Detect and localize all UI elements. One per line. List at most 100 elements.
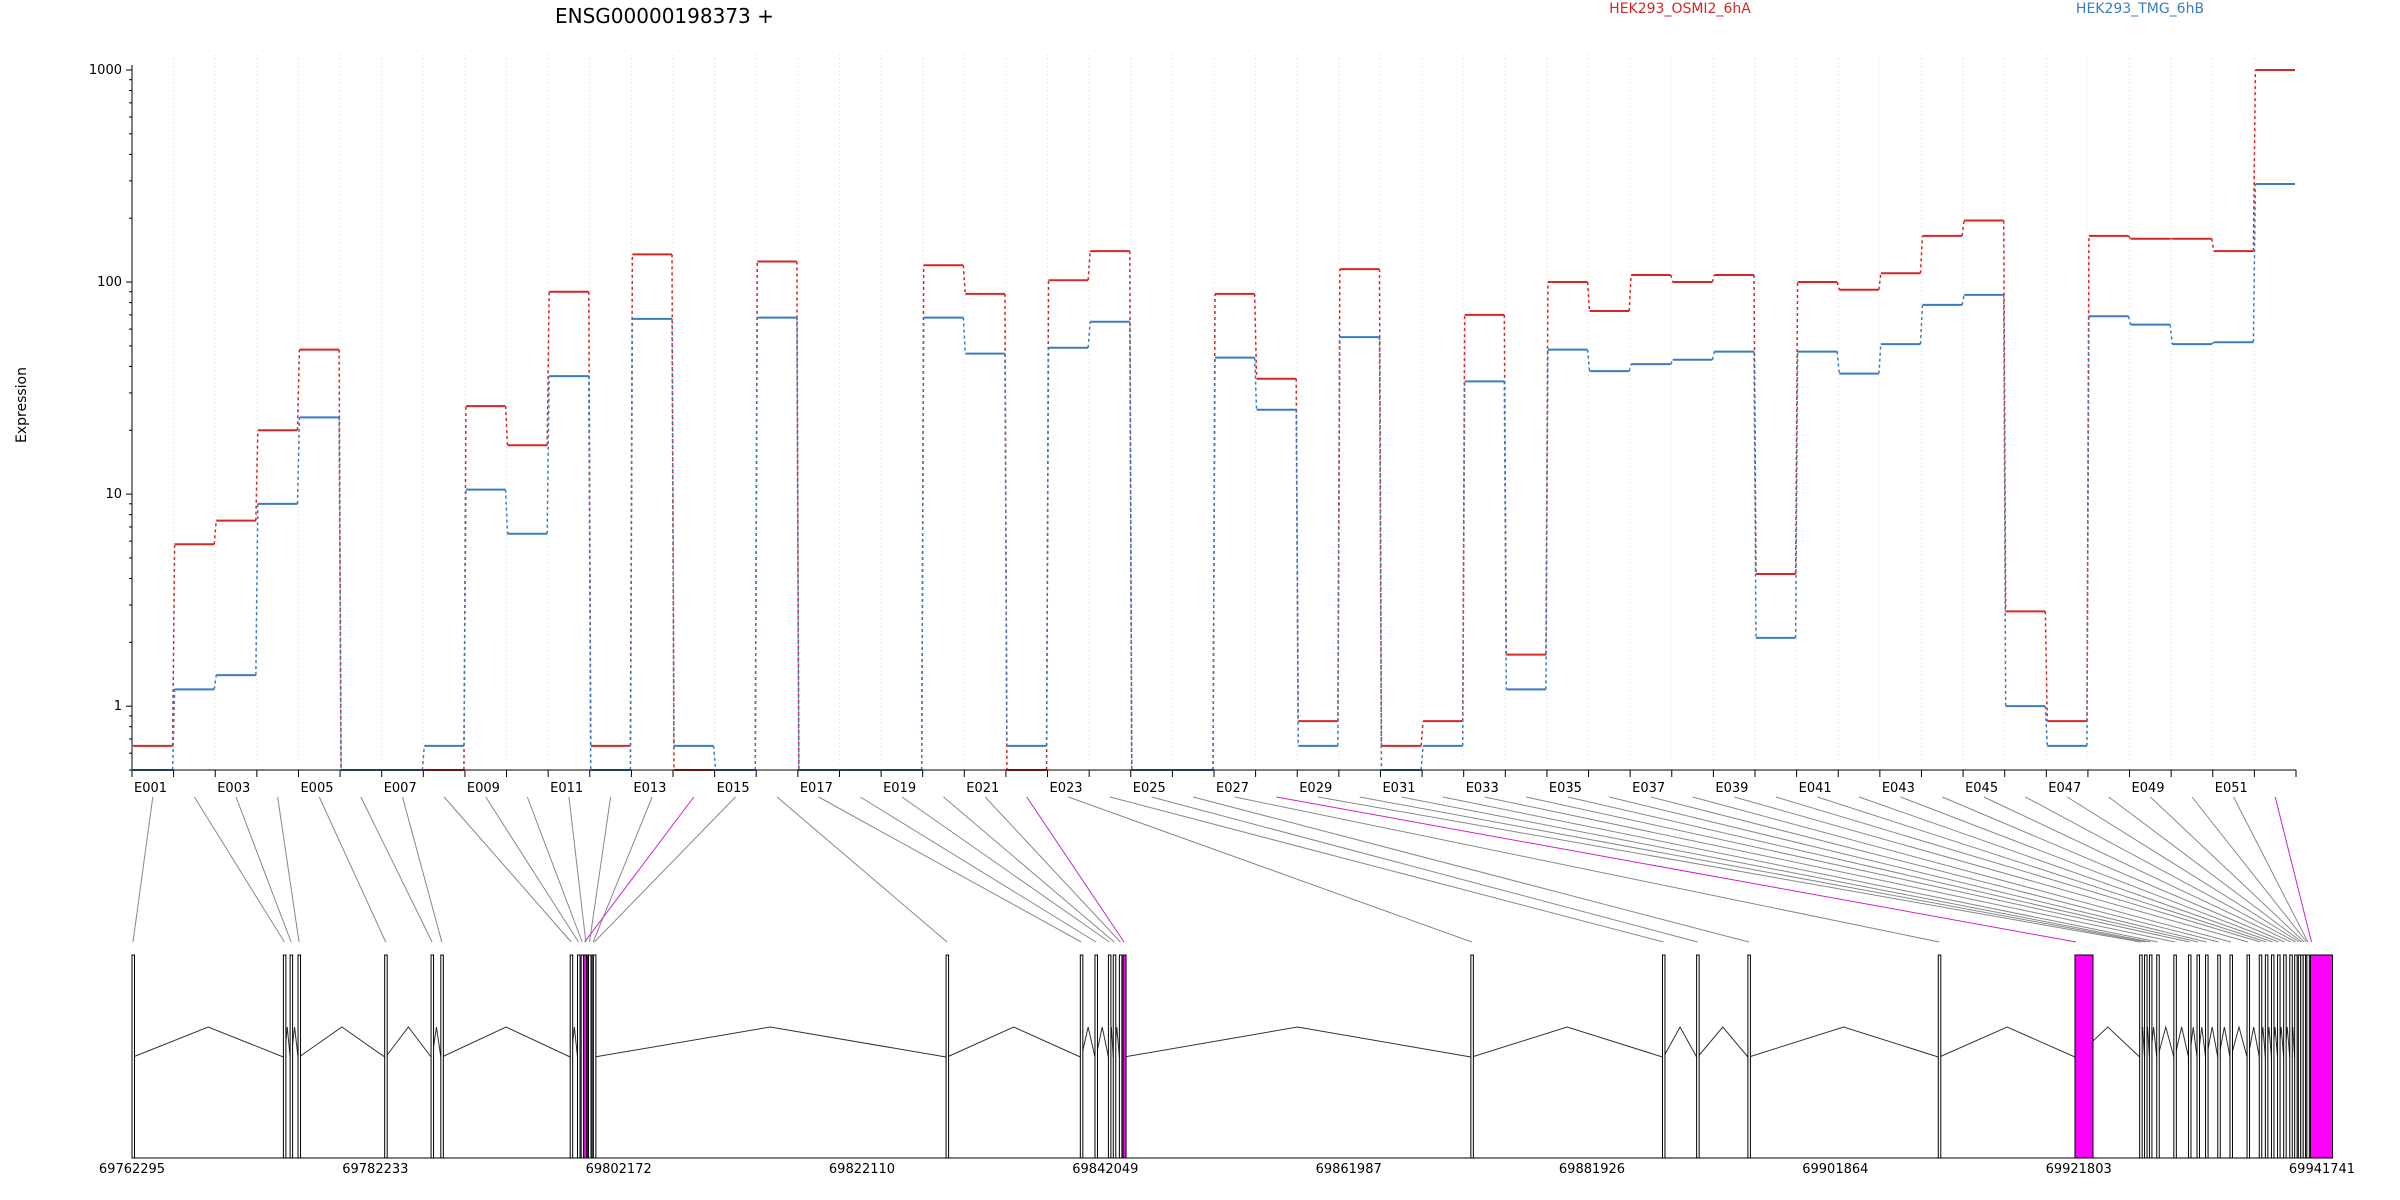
- exon-box: [2139, 954, 2143, 1159]
- genome-coordinate-label: 69822110: [829, 1162, 895, 1177]
- exon-box: [592, 954, 597, 1159]
- series-tmg: [133, 183, 2295, 771]
- series-connector: [1628, 363, 1632, 372]
- intron-line: [132, 1026, 284, 1058]
- series-connector: [296, 417, 301, 504]
- series-connector: [1545, 349, 1549, 690]
- series-connector: [2127, 235, 2132, 240]
- exon-connector: [1401, 796, 2151, 943]
- exon-box: [282, 954, 287, 1159]
- exon-label: E005: [300, 781, 333, 796]
- exon-connector: [2025, 796, 2296, 943]
- exon-connector: [1942, 796, 2285, 943]
- exon-label: E029: [1299, 781, 1332, 796]
- exon-connector: [1442, 796, 2158, 943]
- exon-connector: [2066, 796, 2300, 943]
- series-connector: [1461, 381, 1466, 746]
- series-connector: [171, 689, 176, 771]
- exon-box: [2144, 954, 2148, 1159]
- intron-line: [2157, 1025, 2175, 1058]
- exon-connector: [485, 796, 579, 943]
- exon-connector: [1650, 796, 2219, 943]
- exon-box: [2283, 954, 2287, 1159]
- exon-box: [1122, 954, 1127, 1159]
- exon-box: [583, 954, 588, 1159]
- exon-box: [1094, 954, 1098, 1159]
- exon-connector: [594, 796, 736, 943]
- exon-box: [1118, 954, 1123, 1159]
- exon-connector: [1151, 796, 1698, 943]
- exon-connector: [776, 796, 948, 943]
- exon-box: [2156, 954, 2160, 1159]
- intron-line: [1697, 1026, 1749, 1058]
- exon-connector: [443, 796, 572, 943]
- series-connector: [504, 489, 509, 534]
- exon-label: E031: [1382, 781, 1415, 796]
- exon-connector: [1026, 796, 1125, 943]
- exon-label: E017: [800, 781, 833, 796]
- legend-series-tmg: HEK293_TMG_6hB: [2076, 1, 2204, 17]
- series-connector: [255, 503, 259, 676]
- exon-label: E011: [550, 781, 583, 796]
- series-connector: [1045, 347, 1050, 746]
- series-connector: [1753, 274, 1757, 575]
- exon-label: E045: [1965, 781, 1998, 796]
- exon-box: [945, 954, 950, 1159]
- series-connector: [1129, 321, 1133, 771]
- exon-box: [1112, 954, 1117, 1159]
- series-connector: [546, 376, 550, 534]
- exon-box: [587, 954, 592, 1159]
- exon-connector: [318, 796, 387, 943]
- series-connector: [1212, 357, 1216, 771]
- exon-connector: [235, 796, 292, 943]
- exon-connector: [1359, 796, 2146, 943]
- series-connector: [2252, 69, 2257, 252]
- genome-coordinate-label: 69842049: [1072, 1162, 1138, 1177]
- series-connector: [1961, 294, 1965, 306]
- exon-box: [1470, 954, 1474, 1159]
- exon-label: E035: [1549, 781, 1582, 796]
- genome-coordinate-label: 69782233: [342, 1162, 408, 1177]
- exon-label: E015: [717, 781, 750, 796]
- series-connector: [421, 745, 426, 771]
- exon-label: E019: [883, 781, 916, 796]
- series-connector: [1794, 282, 1799, 575]
- genome-coordinate-label: 69861987: [1316, 1162, 1382, 1177]
- exon-connector: [1109, 796, 1664, 943]
- series-connector: [1378, 337, 1383, 771]
- exon-connector: [1193, 796, 1750, 943]
- exon-label: E039: [1715, 781, 1748, 796]
- series-connector: [2211, 341, 2215, 345]
- intron-line: [1123, 1026, 1471, 1058]
- exon-box: [2294, 954, 2298, 1159]
- exon-connector: [1734, 796, 2249, 943]
- exon-connector: [1317, 796, 2141, 943]
- exon-connector: [1068, 796, 1473, 943]
- series-connector: [1919, 304, 1924, 345]
- intron-line: [2230, 1025, 2248, 1058]
- exon-connector: [901, 796, 1110, 943]
- intron-line: [385, 1026, 432, 1058]
- series-connector: [1045, 280, 1050, 771]
- exon-connector: [193, 796, 285, 943]
- intron-line: [1939, 1026, 2076, 1058]
- series-connector: [962, 317, 967, 354]
- exon-box: [569, 954, 574, 1159]
- exon-connector: [592, 796, 653, 943]
- exon-box: [1079, 954, 1084, 1159]
- intron-line: [1748, 1026, 1939, 1058]
- exon-box: [1107, 954, 1112, 1159]
- y-axis-label: Expression: [14, 367, 30, 443]
- exon-box: [2173, 954, 2177, 1159]
- exon-box: [1747, 954, 1751, 1159]
- exon-label: E043: [1882, 781, 1915, 796]
- genome-coordinate-label: 69941741: [2289, 1162, 2355, 1177]
- series-connector: [2044, 611, 2049, 722]
- exon-label: E001: [134, 781, 167, 796]
- series-connector: [1253, 293, 1258, 379]
- exon-label: E025: [1133, 781, 1166, 796]
- exon-label: E003: [217, 781, 250, 796]
- series-connector: [671, 254, 675, 771]
- exon-connector: [360, 796, 433, 943]
